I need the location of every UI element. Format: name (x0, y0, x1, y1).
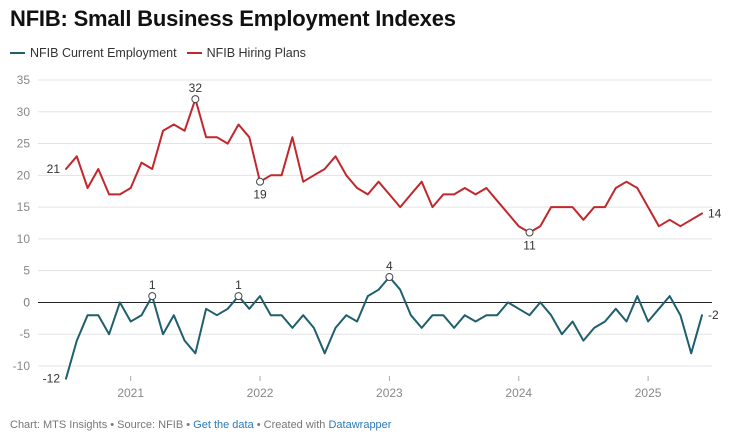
y-tick-label: -10 (13, 359, 31, 373)
y-tick-label: 5 (23, 264, 30, 278)
x-tick-label: 2021 (117, 386, 144, 400)
data-label: 21 (47, 162, 61, 176)
x-tick-label: 2023 (376, 386, 403, 400)
get-data-link[interactable]: Get the data (193, 419, 254, 431)
data-label: 19 (253, 188, 267, 202)
legend-item-hiring-plans: NFIB Hiring Plans (186, 46, 306, 60)
datawrapper-link[interactable]: Datawrapper (328, 419, 392, 431)
y-tick-label: 0 (23, 295, 30, 309)
footer-source: Chart: MTS Insights • Source: NFIB • (10, 419, 194, 431)
y-tick-label: 20 (17, 168, 31, 182)
data-label: -2 (708, 308, 719, 322)
series-line-hiring-plans (65, 98, 703, 234)
data-point-marker (525, 228, 534, 237)
x-tick-label: 2024 (505, 386, 532, 400)
legend: NFIB Current Employment NFIB Hiring Plan… (10, 46, 316, 60)
y-tick-label: 25 (17, 137, 31, 151)
legend-swatch-current-employment (10, 52, 25, 54)
data-label: 32 (189, 81, 203, 95)
data-point-marker (234, 292, 243, 301)
y-tick-label: 30 (17, 105, 31, 119)
legend-swatch-hiring-plans (186, 52, 202, 54)
x-tick-label: 2022 (247, 386, 274, 400)
series-line-current-employment (65, 276, 703, 380)
data-label: 14 (708, 206, 722, 220)
x-tick-label: 2025 (635, 386, 662, 400)
data-label: 11 (523, 239, 536, 253)
y-tick-label: 35 (17, 73, 31, 87)
data-label: 1 (149, 278, 156, 292)
data-point-marker (256, 177, 265, 186)
data-label: 1 (235, 278, 242, 292)
chart-title: NFIB: Small Business Employment Indexes (10, 6, 456, 31)
data-label: -12 (43, 372, 61, 386)
y-tick-label: -5 (19, 327, 30, 341)
legend-label-hiring-plans: NFIB Hiring Plans (206, 46, 306, 60)
data-point-marker (385, 273, 394, 282)
data-label: 4 (386, 259, 393, 273)
y-tick-label: 10 (17, 232, 31, 246)
data-point-marker (148, 292, 157, 301)
y-tick-label: 0 (23, 295, 30, 309)
data-point-marker (191, 95, 200, 104)
footer: Chart: MTS Insights • Source: NFIB • Get… (10, 419, 391, 431)
footer-created-with: • Created with (253, 419, 329, 431)
legend-item-current-employment: NFIB Current Employment (10, 46, 177, 60)
legend-label-current-employment: NFIB Current Employment (30, 46, 177, 60)
y-tick-label: 15 (17, 200, 31, 214)
